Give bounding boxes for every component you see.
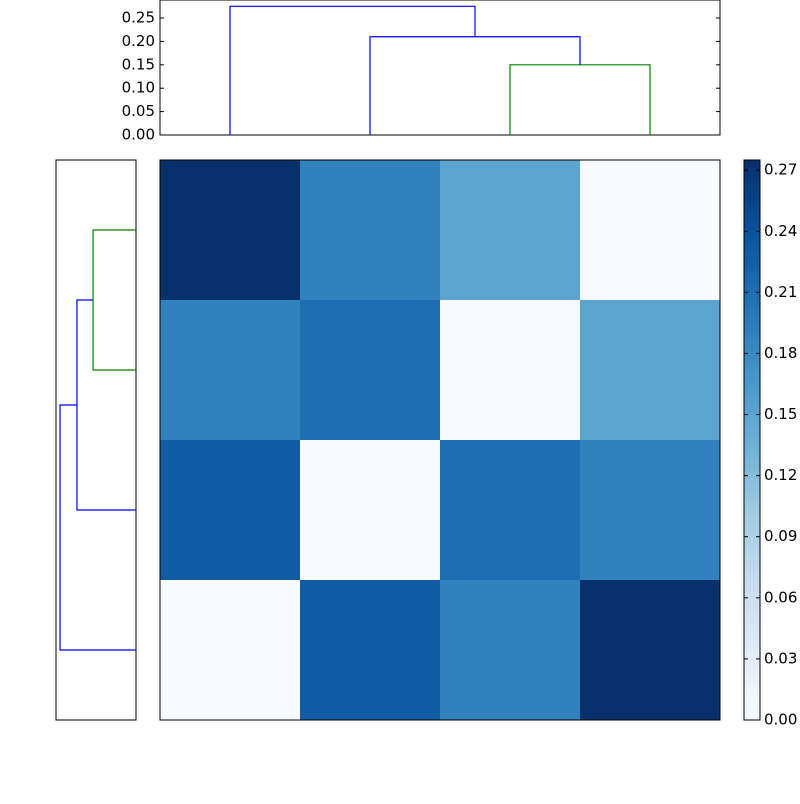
dendrogram-link	[229, 5, 476, 135]
colorbar-tick-label: 0.12	[764, 466, 797, 484]
y-tick-label: 0.00	[122, 126, 155, 144]
heatmap-cell	[440, 160, 580, 300]
row-dendrogram-frame	[55, 159, 137, 721]
heatmap-cell	[160, 440, 300, 580]
colorbar-tick-label: 0.21	[764, 283, 797, 301]
heatmap-cell	[300, 160, 440, 300]
colorbar-tick-label: 0.09	[764, 527, 797, 545]
dendrogram-link	[59, 404, 136, 651]
dendrogram-link	[76, 299, 136, 511]
heatmap-cell	[580, 440, 720, 580]
heatmap-cell	[300, 580, 440, 720]
colorbar-tick-label: 0.03	[764, 649, 797, 667]
heatmap-cell	[300, 440, 440, 580]
heatmap-cell	[160, 300, 300, 440]
colorbar-tick-label: 0.24	[764, 222, 797, 240]
dendrogram-link	[92, 229, 136, 371]
heatmap-cell	[580, 160, 720, 300]
y-tick-label: 0.05	[122, 102, 155, 120]
colorbar-tick-label: 0.18	[764, 344, 797, 362]
heatmap-cell	[160, 160, 300, 300]
colorbar-tick-label: 0.06	[764, 588, 797, 606]
colorbar-tick-label: 0.00	[764, 711, 797, 729]
y-tick-label: 0.15	[122, 55, 155, 73]
dendrogram-link	[369, 36, 581, 135]
heatmap-cell	[580, 580, 720, 720]
y-tick-label: 0.20	[122, 32, 155, 50]
heatmap-cell	[160, 580, 300, 720]
heatmap-frame	[159, 159, 721, 721]
heatmap-cell	[440, 300, 580, 440]
colorbar-tick-label: 0.27	[764, 161, 797, 179]
heatmap-cell	[580, 300, 720, 440]
heatmap-cell	[300, 300, 440, 440]
colorbar	[743, 159, 761, 721]
colorbar-tick-label: 0.15	[764, 405, 797, 423]
heatmap-cell	[440, 440, 580, 580]
dendrogram-link	[509, 64, 651, 135]
y-tick-label: 0.25	[122, 9, 155, 27]
y-tick-label: 0.10	[122, 79, 155, 97]
col-dendrogram-frame	[159, 0, 721, 136]
heatmap-cell	[440, 580, 580, 720]
